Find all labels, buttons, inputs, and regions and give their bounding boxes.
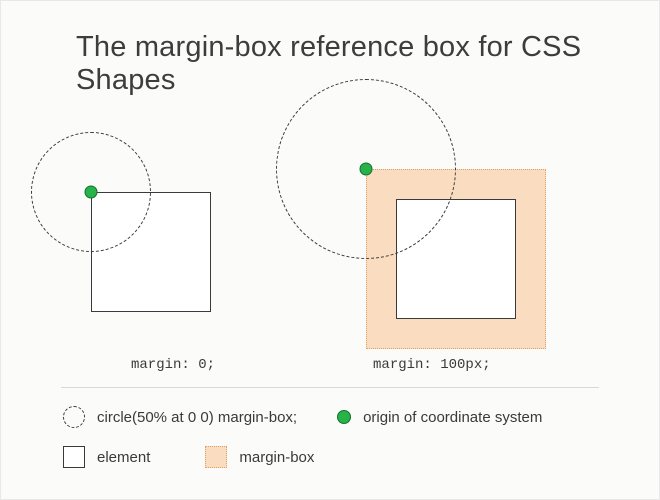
legend: circle(50% at 0 0) margin-box; origin of… <box>1 388 659 468</box>
legend-item-marginbox: margin-box <box>205 446 314 468</box>
page-title: The margin-box reference box for CSS Sha… <box>1 1 659 97</box>
legend-label: margin-box <box>239 449 314 466</box>
legend-label: element <box>97 449 150 466</box>
square-icon <box>63 446 85 468</box>
legend-label: origin of coordinate system <box>363 409 542 426</box>
legend-item-circle: circle(50% at 0 0) margin-box; <box>63 406 297 428</box>
origin-dot-icon <box>337 410 351 424</box>
example-captions: margin: 0; margin: 100px; <box>1 357 659 387</box>
origin-dot-left <box>85 186 98 199</box>
caption-right: margin: 100px; <box>373 357 491 373</box>
diagram-stage <box>1 97 659 357</box>
dashed-circle-icon <box>63 406 85 428</box>
legend-item-origin: origin of coordinate system <box>337 409 542 426</box>
caption-left: margin: 0; <box>131 357 215 373</box>
origin-dot-right <box>360 163 373 176</box>
legend-item-element: element <box>63 446 150 468</box>
legend-label: circle(50% at 0 0) margin-box; <box>97 409 297 426</box>
margin-box-icon <box>205 446 227 468</box>
